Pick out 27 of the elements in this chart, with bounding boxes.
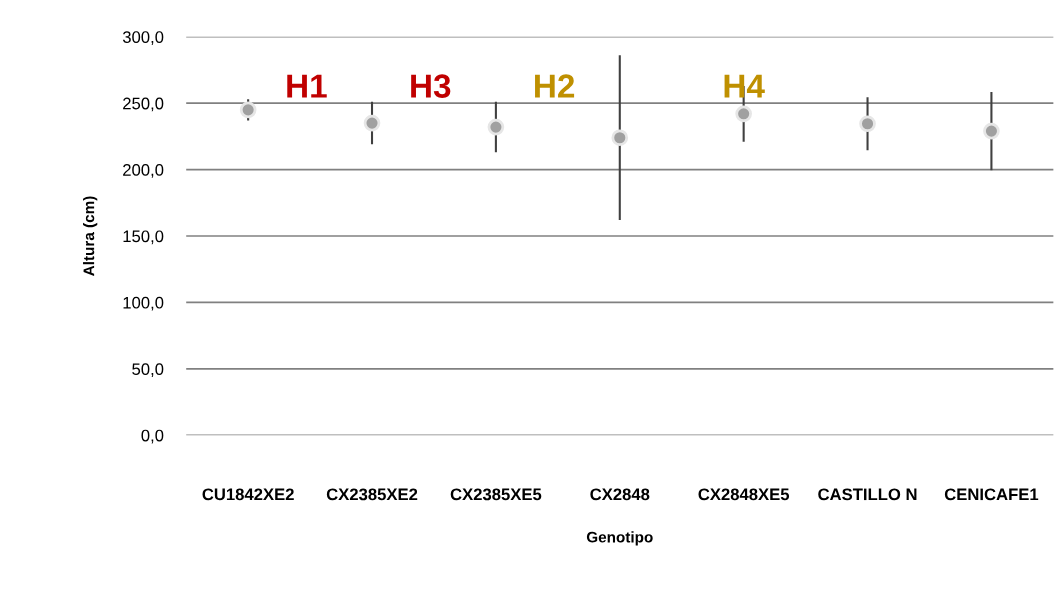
x-tick-label: CX2848XE5 — [698, 488, 790, 501]
x-axis-title: Genotipo — [586, 531, 653, 546]
annotation: H4 — [724, 74, 765, 98]
point — [611, 129, 629, 147]
point — [983, 122, 1000, 140]
annotation: H2 — [535, 74, 575, 98]
point — [363, 114, 381, 132]
point — [735, 105, 752, 123]
y-tick-label: 250,0 — [123, 97, 164, 112]
x-tick-label: CX2385XE2 — [326, 488, 418, 501]
point — [859, 115, 876, 133]
y-tick-label: 200,0 — [123, 164, 164, 178]
x-tick-label: CU1842XE2 — [202, 488, 294, 501]
y-tick-label: 300,0 — [122, 31, 164, 45]
point — [487, 118, 505, 136]
y-tick-label: 50,0 — [132, 363, 164, 377]
x-tick-label: CX2385XE5 — [450, 488, 542, 501]
annotation: H3 — [411, 74, 451, 98]
point — [239, 101, 257, 119]
y-tick-label: 100,0 — [123, 296, 164, 311]
x-tick-label: CENICAFE1 — [944, 488, 1039, 501]
annotation: H1 — [287, 74, 327, 98]
y-tick-label: 150,0 — [123, 230, 164, 245]
y-axis-title: Altura (cm) — [83, 196, 98, 276]
x-tick-label: CX2848 — [590, 488, 650, 501]
x-tick-label: CASTILLO N — [818, 488, 917, 501]
y-tick-label: 0,0 — [141, 429, 164, 444]
